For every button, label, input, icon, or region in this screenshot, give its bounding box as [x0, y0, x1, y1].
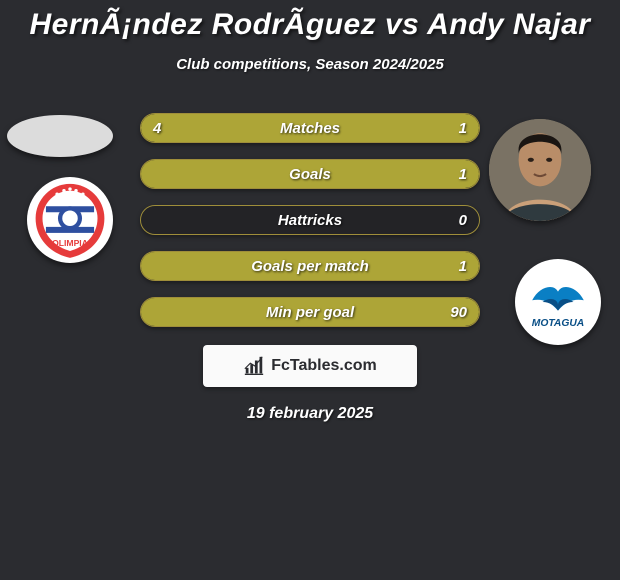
stat-row: Hattricks0 — [140, 205, 480, 235]
date-line: 19 february 2025 — [0, 405, 620, 423]
stat-value-right: 1 — [459, 114, 467, 142]
stat-row: Goals per match1 — [140, 251, 480, 281]
stat-label: Hattricks — [141, 206, 479, 234]
stat-value-right: 0 — [459, 206, 467, 234]
stat-row: Min per goal90 — [140, 297, 480, 327]
brand-text: FcTables.com — [271, 357, 377, 375]
stats-container: Matches41Goals1Hattricks0Goals per match… — [0, 113, 620, 327]
stat-value-left: 4 — [153, 114, 161, 142]
bar-chart-icon — [243, 355, 265, 377]
stat-value-right: 1 — [459, 160, 467, 188]
brand-box[interactable]: FcTables.com — [203, 345, 417, 387]
stat-label: Goals per match — [141, 252, 479, 280]
stat-value-right: 1 — [459, 252, 467, 280]
stat-row: Goals1 — [140, 159, 480, 189]
stat-label: Goals — [141, 160, 479, 188]
stat-label: Min per goal — [141, 298, 479, 326]
stat-row: Matches4 1 — [140, 113, 480, 143]
stat-value-right: 90 — [450, 298, 467, 326]
subtitle: Club competitions, Season 2024/2025 — [0, 56, 620, 73]
stat-label: Matches — [141, 114, 479, 142]
page-title: HernÃ¡ndez RodrÃ­guez vs Andy Najar — [0, 0, 620, 42]
